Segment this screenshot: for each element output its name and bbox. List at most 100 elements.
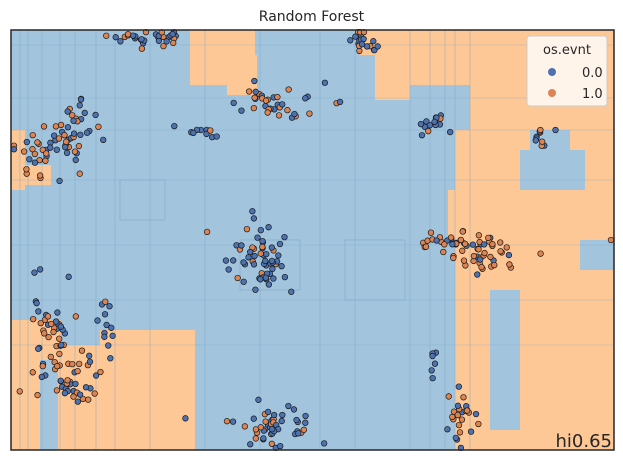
data-point-class-0 (213, 133, 220, 140)
data-point-class-1 (506, 261, 513, 268)
data-point-class-1 (64, 377, 71, 384)
data-point-class-0 (37, 266, 44, 273)
data-point-class-1 (459, 228, 466, 235)
data-point-class-0 (270, 275, 277, 282)
data-point-class-0 (275, 252, 282, 259)
data-point-class-0 (92, 111, 99, 119)
data-point-class-0 (61, 390, 69, 397)
data-point-class-0 (112, 34, 119, 41)
data-point-class-0 (552, 126, 559, 134)
data-point-class-1 (475, 232, 483, 239)
data-point-class-0 (265, 224, 272, 231)
class-1-region (100, 330, 195, 450)
data-point-class-1 (57, 121, 65, 129)
data-point-class-0 (86, 358, 94, 365)
data-point-class-0 (281, 274, 289, 281)
data-point-class-0 (83, 129, 91, 136)
data-point-class-1 (539, 138, 546, 145)
data-point-class-1 (262, 97, 270, 104)
data-point-class-0 (117, 38, 124, 45)
class-1-region (375, 30, 410, 100)
data-point-class-0 (268, 244, 275, 251)
data-point-class-1 (76, 170, 83, 177)
class-0-region (580, 240, 614, 270)
data-point-class-0 (278, 417, 285, 425)
data-point-class-1 (74, 367, 81, 375)
data-point-class-0 (31, 159, 39, 166)
data-point-class-0 (171, 122, 178, 130)
data-point-class-1 (44, 313, 52, 320)
data-point-class-0 (452, 434, 459, 442)
data-point-class-0 (138, 36, 145, 43)
data-point-class-0 (257, 276, 264, 283)
data-point-class-1 (47, 353, 54, 361)
data-point-class-1 (20, 148, 28, 155)
data-point-class-0 (47, 144, 54, 151)
data-point-class-0 (250, 261, 258, 268)
data-point-class-1 (257, 424, 264, 431)
data-point-class-1 (491, 261, 498, 269)
data-point-class-0 (77, 131, 84, 138)
data-point-class-0 (203, 130, 210, 138)
data-point-class-1 (41, 330, 48, 337)
legend-marker-0 (548, 68, 556, 76)
data-point-class-1 (23, 166, 30, 173)
data-point-class-0 (467, 428, 475, 435)
data-point-class-1 (447, 234, 455, 241)
data-point-class-0 (222, 257, 230, 264)
data-point-class-1 (55, 135, 63, 142)
data-point-class-0 (433, 237, 440, 244)
data-point-class-0 (291, 110, 298, 118)
data-point-class-0 (72, 156, 79, 164)
data-point-class-0 (10, 146, 18, 153)
data-point-class-1 (223, 418, 231, 425)
data-point-class-1 (503, 244, 510, 251)
data-point-class-0 (474, 271, 481, 278)
data-point-class-0 (469, 241, 477, 248)
data-point-class-0 (265, 281, 273, 288)
data-point-class-0 (270, 411, 278, 419)
corner-annotation: hi0.65 (556, 431, 613, 452)
data-point-class-0 (295, 430, 302, 437)
data-point-class-1 (76, 360, 83, 368)
data-point-class-0 (54, 309, 61, 316)
data-point-class-1 (203, 228, 211, 236)
data-point-class-0 (106, 303, 113, 310)
data-point-class-1 (487, 253, 494, 261)
data-point-class-1 (481, 249, 488, 257)
data-point-class-1 (607, 236, 615, 244)
data-points (10, 28, 615, 452)
data-point-class-1 (45, 334, 52, 341)
data-point-class-0 (268, 426, 276, 433)
data-point-class-1 (71, 148, 79, 155)
data-point-class-1 (264, 109, 271, 116)
data-point-class-1 (63, 138, 70, 145)
data-point-class-0 (225, 266, 232, 273)
data-point-class-0 (277, 442, 284, 450)
data-point-class-0 (431, 360, 439, 367)
data-point-class-0 (293, 416, 300, 424)
data-point-class-0 (374, 43, 381, 50)
data-point-class-0 (532, 137, 539, 144)
data-point-class-0 (477, 256, 484, 263)
data-point-class-1 (97, 368, 104, 376)
data-point-class-1 (70, 393, 77, 400)
data-point-class-0 (70, 130, 78, 137)
data-point-class-0 (268, 257, 276, 265)
data-point-class-0 (302, 95, 309, 102)
data-point-class-1 (537, 250, 544, 257)
data-point-class-1 (29, 315, 37, 323)
data-point-class-0 (257, 226, 264, 234)
data-point-class-1 (497, 239, 504, 246)
data-point-class-1 (78, 347, 86, 354)
legend-label-0: 0.0 (582, 66, 603, 81)
data-point-class-0 (251, 77, 258, 85)
data-point-class-1 (251, 94, 258, 101)
data-point-class-1 (497, 248, 504, 255)
data-point-class-1 (53, 387, 61, 394)
data-point-class-0 (238, 107, 245, 114)
data-point-class-0 (245, 254, 252, 261)
data-point-class-1 (102, 298, 109, 305)
data-point-class-0 (86, 352, 93, 359)
data-point-class-0 (190, 129, 197, 137)
